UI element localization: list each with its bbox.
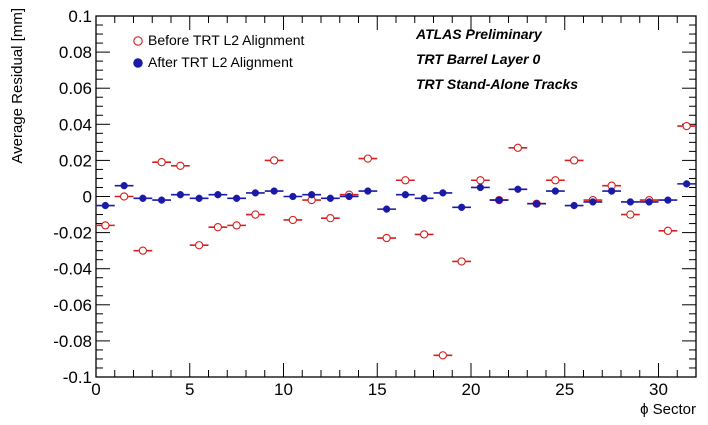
legend-label: After TRT L2 Alignment bbox=[148, 54, 293, 70]
data-point-after bbox=[439, 189, 447, 197]
data-point-before bbox=[213, 223, 223, 232]
data-point-after bbox=[176, 191, 185, 199]
data-point-before bbox=[101, 221, 110, 230]
x-tick-label: 10 bbox=[274, 380, 293, 399]
data-point-before bbox=[438, 351, 448, 360]
data-point-before bbox=[194, 241, 204, 250]
data-point-after bbox=[270, 187, 278, 195]
data-point-after bbox=[157, 196, 166, 204]
x-tick-label: 30 bbox=[649, 380, 668, 399]
y-tick-label: -0.04 bbox=[53, 260, 92, 279]
y-tick-label: 0.02 bbox=[59, 151, 92, 170]
y-tick-label: 0.1 bbox=[68, 7, 92, 26]
data-point-before bbox=[682, 121, 691, 131]
data-point-after bbox=[232, 194, 241, 202]
data-point-before bbox=[663, 226, 673, 235]
data-point-after bbox=[495, 196, 503, 204]
data-point-before bbox=[626, 210, 635, 219]
legend-label: Before TRT L2 Alignment bbox=[148, 32, 305, 48]
data-point-before bbox=[401, 176, 410, 185]
data-point-after bbox=[607, 187, 616, 195]
data-point-after bbox=[457, 203, 466, 211]
data-point-before bbox=[419, 230, 429, 239]
y-tick-label: -0.08 bbox=[53, 332, 92, 351]
data-point-before bbox=[457, 257, 466, 266]
data-point-before bbox=[476, 176, 485, 185]
x-axis-title: ϕ Sector bbox=[640, 401, 696, 418]
data-point-after bbox=[626, 198, 635, 206]
plot-frame bbox=[95, 15, 697, 378]
data-point-before bbox=[269, 156, 279, 165]
data-point-before bbox=[288, 215, 298, 225]
data-point-before bbox=[232, 221, 241, 230]
data-point-after bbox=[514, 185, 522, 193]
data-point-after bbox=[570, 201, 578, 210]
data-point-after bbox=[589, 198, 597, 206]
x-tick-label: 0 bbox=[91, 380, 100, 399]
data-point-before bbox=[138, 246, 148, 255]
data-point-before bbox=[569, 156, 579, 165]
x-tick-label: 20 bbox=[462, 380, 481, 399]
x-tick-label: 5 bbox=[185, 380, 194, 399]
annotation-text: TRT Stand-Alone Tracks bbox=[416, 76, 578, 92]
y-tick-label: 0.04 bbox=[59, 115, 92, 134]
data-point-after bbox=[551, 187, 560, 195]
data-point-after bbox=[289, 192, 297, 201]
x-tick-label: 25 bbox=[555, 380, 574, 399]
data-point-before bbox=[119, 192, 129, 201]
data-point-before bbox=[176, 161, 185, 170]
data-point-after bbox=[532, 200, 541, 208]
y-tick-label: 0.06 bbox=[59, 79, 92, 98]
data-point-after bbox=[251, 189, 260, 197]
data-point-after bbox=[645, 198, 653, 206]
data-point-after bbox=[101, 201, 110, 210]
data-point-before bbox=[251, 210, 260, 219]
data-point-before bbox=[513, 143, 523, 152]
data-point-after bbox=[664, 196, 672, 204]
data-point-before bbox=[326, 214, 335, 223]
data-point-before bbox=[363, 154, 373, 163]
data-point-after bbox=[401, 191, 410, 199]
data-point-after bbox=[214, 191, 222, 199]
legend-marker-filled-circle bbox=[133, 58, 143, 68]
data-point-after bbox=[476, 183, 485, 192]
data-point-after bbox=[139, 194, 147, 202]
data-point-after bbox=[682, 180, 691, 188]
annotation-text: TRT Barrel Layer 0 bbox=[416, 51, 540, 67]
y-axis-title: Average Residual [mm] bbox=[9, 8, 26, 164]
data-point-after bbox=[326, 194, 335, 202]
y-tick-label: -0.1 bbox=[63, 368, 92, 387]
data-point-after bbox=[195, 194, 203, 202]
legend-marker-open-circle bbox=[133, 36, 143, 46]
annotation-text: ATLAS Preliminary bbox=[415, 26, 543, 42]
y-tick-label: -0.02 bbox=[53, 224, 92, 243]
y-tick-label: 0 bbox=[83, 188, 92, 207]
data-point-after bbox=[420, 194, 428, 202]
y-tick-label: 0.08 bbox=[59, 43, 92, 62]
data-point-before bbox=[157, 158, 166, 167]
data-point-after bbox=[382, 205, 391, 213]
data-point-after bbox=[307, 191, 316, 199]
y-tick-label: -0.06 bbox=[53, 296, 92, 315]
x-tick-label: 15 bbox=[368, 380, 387, 399]
data-point-after bbox=[364, 187, 372, 195]
data-point-after bbox=[345, 192, 353, 201]
data-point-before bbox=[551, 176, 560, 185]
data-point-after bbox=[120, 182, 128, 190]
data-point-before bbox=[382, 233, 391, 243]
